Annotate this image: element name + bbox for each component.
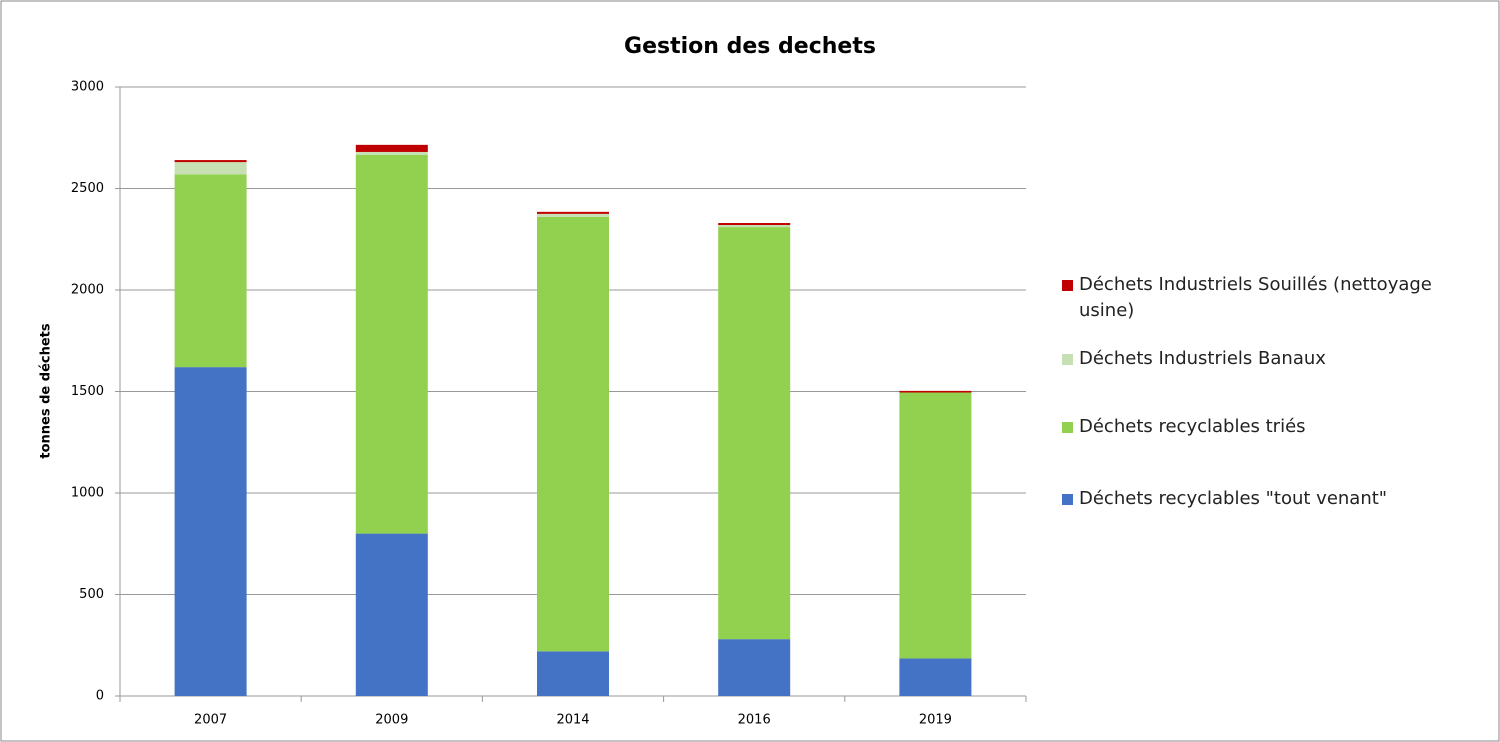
bar-segment xyxy=(718,639,791,696)
legend-swatch xyxy=(1062,280,1073,291)
legend-swatch xyxy=(1062,422,1073,433)
y-tick-label: 500 xyxy=(79,587,104,602)
bar-segment xyxy=(537,651,609,696)
x-tick-label: 2014 xyxy=(556,713,589,728)
bar-segment xyxy=(899,390,972,393)
bar-segment xyxy=(899,658,972,696)
bar-segment xyxy=(537,213,609,217)
y-tick-label: 2000 xyxy=(71,283,104,298)
y-tick-label: 2500 xyxy=(71,181,104,196)
y-tick-label: 1500 xyxy=(71,384,104,399)
x-tick-label: 2016 xyxy=(738,713,771,728)
y-tick-label: 1000 xyxy=(71,486,104,501)
bar-segment xyxy=(537,216,609,652)
bar-segment xyxy=(174,162,247,175)
bar-segment xyxy=(355,151,428,156)
bar-segment xyxy=(537,211,609,214)
bar-segment xyxy=(899,392,972,659)
legend-item: Déchets recyclables triés xyxy=(1062,414,1462,440)
bar-segment xyxy=(718,223,791,226)
bar-segment xyxy=(174,174,247,368)
legend-swatch xyxy=(1062,494,1073,505)
bar-segment xyxy=(174,160,247,163)
bar-segment xyxy=(355,533,428,696)
bar-segment xyxy=(355,155,428,534)
bar-segment xyxy=(355,144,428,152)
y-axis-title: tonnes de déchets xyxy=(39,323,54,458)
legend-item: Déchets recyclables "tout venant" xyxy=(1062,486,1462,512)
legend-item: Déchets Industriels Banaux xyxy=(1062,346,1462,372)
legend-item: Déchets Industriels Souillés (nettoyage … xyxy=(1062,272,1462,324)
x-tick-label: 2019 xyxy=(919,713,952,728)
y-tick-label: 3000 xyxy=(71,80,104,95)
x-tick-label: 2009 xyxy=(375,713,408,728)
bar-segment xyxy=(174,367,247,696)
y-tick-label: 0 xyxy=(96,689,104,704)
legend-label: Déchets recyclables triés xyxy=(1079,416,1306,437)
legend-label: Déchets Industriels Souillés (nettoyage … xyxy=(1079,274,1432,321)
bar-segment xyxy=(718,225,791,228)
bar-segment xyxy=(718,227,791,640)
x-tick-label: 2007 xyxy=(194,713,227,728)
legend-swatch xyxy=(1062,354,1073,365)
legend-label: Déchets Industriels Banaux xyxy=(1079,348,1326,369)
chart-title: Gestion des dechets xyxy=(624,34,876,59)
legend-label: Déchets recyclables "tout venant" xyxy=(1079,488,1388,509)
